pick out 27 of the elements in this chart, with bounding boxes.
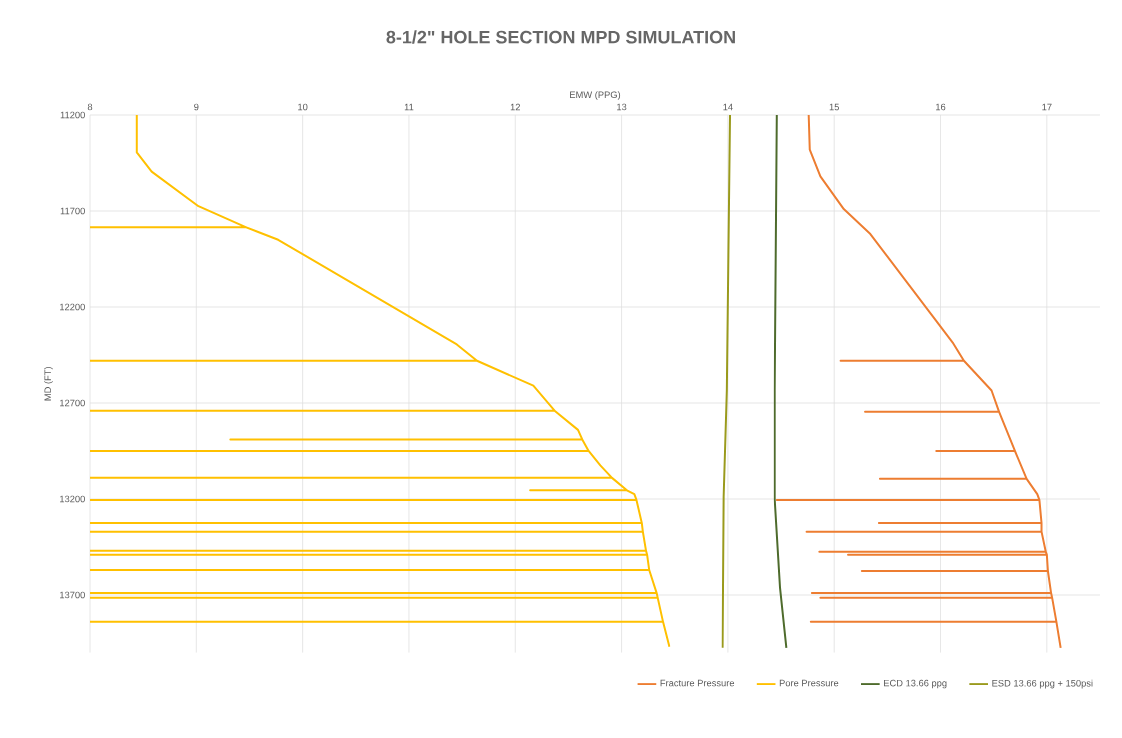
y-tick-label: 11700 (60, 207, 85, 215)
x-tick-label: 17 (1042, 103, 1052, 111)
y-tick-label: 13700 (60, 591, 85, 599)
x-tick-label: 16 (936, 103, 946, 111)
y-tick-label: 12200 (60, 303, 85, 311)
x-tick-label: 14 (723, 103, 733, 111)
y-tick-label: 12700 (60, 399, 85, 407)
y-axis-title: MD (FT) (44, 367, 53, 401)
line-series (721, 115, 732, 649)
legend-label: ESD 13.66 ppg + 150psi (992, 679, 1093, 689)
chart-title: 8-1/2" HOLE SECTION MPD SIMULATION (386, 30, 735, 44)
x-tick-label: 12 (510, 103, 520, 111)
x-tick-label: 8 (87, 103, 93, 111)
line-series (773, 115, 788, 649)
legend-label: Fracture Pressure (660, 679, 735, 687)
x-axis-title: EMW (PPG) (570, 91, 621, 100)
x-tick-label: 10 (298, 103, 308, 111)
legend-label: Pore Pressure (779, 679, 839, 687)
y-tick-label: 13200 (60, 495, 85, 503)
x-tick-label: 15 (829, 103, 839, 111)
line-series (90, 115, 671, 648)
line-series (775, 115, 1062, 649)
legend-label: ECD 13.66 ppg (884, 679, 947, 689)
y-tick-label: 11200 (60, 111, 85, 119)
x-tick-label: 11 (404, 103, 414, 111)
x-tick-label: 13 (617, 103, 627, 111)
x-tick-label: 9 (194, 103, 199, 111)
